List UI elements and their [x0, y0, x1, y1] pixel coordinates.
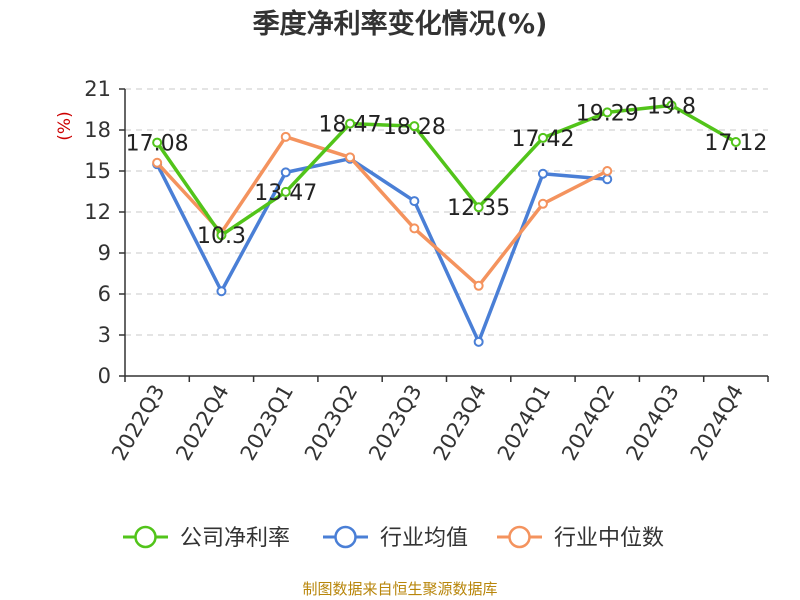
- data-label: 13.47: [254, 181, 317, 206]
- series-line-industry-mean: [155, 156, 608, 344]
- data-label: 18.28: [383, 115, 446, 140]
- data-point-industry-mean[interactable]: [473, 336, 484, 347]
- legend-label: 公司净利率: [180, 526, 290, 551]
- chart-title: 季度净利率变化情况(%): [253, 8, 548, 40]
- x-tick-label: 2024Q2: [557, 381, 619, 465]
- data-label: 17.42: [511, 127, 574, 152]
- grid: [125, 88, 768, 336]
- data-label: 17.08: [126, 132, 189, 157]
- data-label: 19.29: [576, 101, 639, 126]
- data-label: 12.35: [447, 196, 510, 221]
- legend-label: 行业均值: [380, 526, 468, 551]
- legend-marker: [134, 525, 157, 549]
- legend[interactable]: 公司净利率 行业均值 行业中位数: [123, 525, 664, 551]
- data-point-company-net-margin[interactable]: [409, 121, 420, 132]
- x-tick-label: 2022Q4: [171, 381, 233, 465]
- legend-item-company-net-margin[interactable]: 公司净利率: [123, 525, 290, 551]
- data-point-industry-mean[interactable]: [537, 168, 548, 179]
- y-tick-label: 12: [84, 200, 111, 224]
- x-tick-label: 2024Q3: [621, 381, 683, 465]
- data-point-company-net-margin[interactable]: [152, 137, 163, 148]
- y-tick-label: 0: [98, 364, 111, 388]
- y-tick-label: 6: [98, 282, 111, 306]
- data-point-industry-mean[interactable]: [602, 174, 613, 185]
- y-tick-label: 21: [84, 77, 111, 101]
- series: [152, 100, 741, 347]
- series-line-industry-median: [155, 135, 609, 288]
- x-tick-label: 2023Q3: [364, 381, 426, 465]
- data-label: 10.3: [197, 224, 246, 249]
- y-tick-label: 9: [98, 241, 111, 265]
- data-point-company-net-margin[interactable]: [666, 100, 677, 111]
- data-point-industry-mean[interactable]: [280, 167, 291, 178]
- y-tick-label: 3: [98, 323, 111, 347]
- data-point-company-net-margin[interactable]: [730, 137, 741, 148]
- x-tick-label: 2023Q1: [236, 381, 298, 465]
- x-tick-label: 2024Q1: [493, 381, 555, 465]
- data-point-industry-mean[interactable]: [216, 286, 227, 297]
- x-tick-label: 2023Q4: [429, 381, 491, 465]
- data-point-company-net-margin[interactable]: [473, 202, 484, 213]
- series-line-company-net-margin: [155, 103, 737, 237]
- data-point-industry-mean[interactable]: [409, 196, 420, 207]
- data-point-industry-median[interactable]: [473, 280, 484, 291]
- x-tick-label: 2024Q4: [686, 381, 748, 465]
- y-tick-label: 18: [84, 118, 111, 142]
- y-tick-label: 15: [84, 159, 111, 183]
- data-label: 17.12: [704, 131, 767, 156]
- data-label: 18.47: [319, 113, 382, 138]
- data-point-company-net-margin[interactable]: [216, 230, 227, 241]
- data-label: 19.8: [647, 94, 696, 119]
- y-axis-label: (%): [55, 111, 75, 140]
- legend-item-industry-mean[interactable]: 行业均值: [323, 525, 468, 551]
- x-tick-label: 2023Q2: [300, 381, 362, 465]
- data-point-company-net-margin[interactable]: [602, 107, 613, 118]
- data-point-industry-median[interactable]: [409, 223, 420, 234]
- data-point-industry-median[interactable]: [602, 166, 613, 176]
- x-tick-label: 2022Q3: [107, 381, 169, 465]
- data-point-company-net-margin[interactable]: [280, 186, 291, 197]
- data-point-industry-median[interactable]: [280, 131, 291, 142]
- legend-marker: [508, 525, 531, 549]
- legend-item-industry-median[interactable]: 行业中位数: [497, 525, 664, 551]
- data-point-industry-median[interactable]: [152, 157, 163, 168]
- data-point-company-net-margin[interactable]: [537, 132, 548, 143]
- legend-label: 行业中位数: [554, 526, 664, 551]
- data-point-industry-median[interactable]: [345, 152, 356, 163]
- data-point-industry-median[interactable]: [537, 198, 548, 209]
- data-point-company-net-margin[interactable]: [345, 118, 356, 129]
- source-note: 制图数据来自恒生聚源数据库: [302, 580, 497, 598]
- legend-marker: [334, 525, 357, 549]
